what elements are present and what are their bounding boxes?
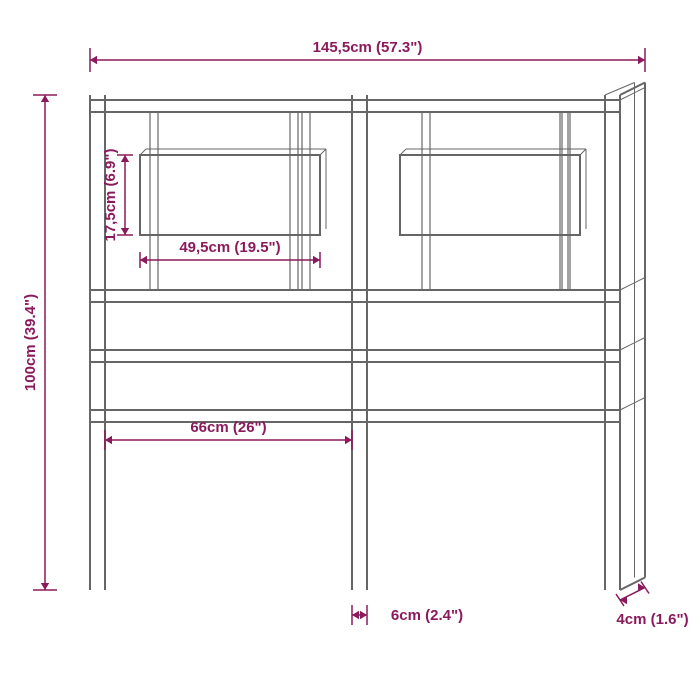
svg-text:6cm (2.4"): 6cm (2.4")	[391, 607, 463, 624]
svg-text:100cm (39.4"): 100cm (39.4")	[22, 294, 39, 391]
svg-text:66cm (26"): 66cm (26")	[190, 419, 266, 436]
svg-text:145,5cm (57.3"): 145,5cm (57.3")	[313, 39, 423, 56]
svg-text:4cm (1.6"): 4cm (1.6")	[616, 611, 688, 628]
svg-text:49,5cm (19.5"): 49,5cm (19.5")	[179, 239, 280, 256]
svg-text:17,5cm (6.9"): 17,5cm (6.9")	[102, 148, 119, 241]
